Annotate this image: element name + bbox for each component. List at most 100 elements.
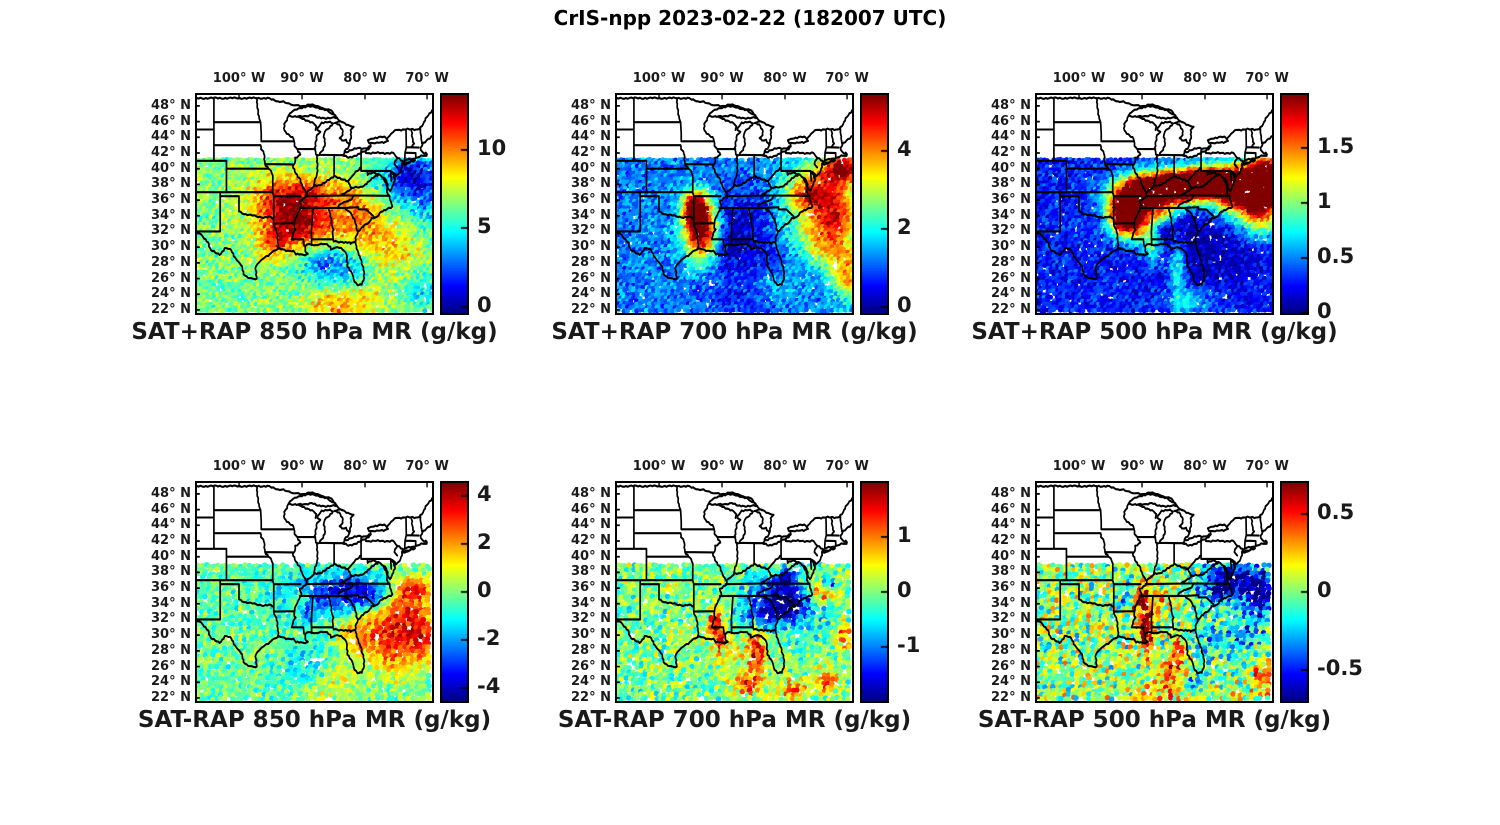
lat-tick-label-sat-minus-rap-850-11: 26° N (151, 658, 191, 674)
colorbar-tick-label-sat-plus-rap-500-0: 1.5 (1317, 133, 1355, 158)
map-borders-path (197, 96, 432, 287)
colorbar-tick-label-sat-minus-rap-700-0: 1 (897, 522, 912, 547)
lat-tick-label-sat-minus-rap-700-13: 22° N (571, 689, 611, 705)
lat-tick-label-sat-plus-rap-850-12: 24° N (151, 286, 191, 302)
lat-tick-label-sat-plus-rap-700-9: 30° N (571, 239, 611, 255)
axis-tick-marks (617, 483, 848, 699)
colorbar-tick-label-sat-plus-rap-850-2: 0 (477, 292, 492, 317)
colorbar-gradient-sat-plus-rap-850 (442, 95, 467, 313)
lat-tick-label-sat-minus-rap-500-12: 24° N (991, 674, 1031, 690)
lat-tick-label-sat-plus-rap-850-6: 36° N (151, 192, 191, 208)
lat-tick-label-sat-minus-rap-500-0: 48° N (991, 485, 1031, 501)
lat-tick-label-sat-minus-rap-500-11: 26° N (991, 658, 1031, 674)
colorbar-tick-label-sat-minus-rap-500-2: -0.5 (1317, 655, 1363, 680)
us-state-borders-map-sat-plus-rap-850 (197, 95, 432, 311)
lat-tick-label-sat-minus-rap-700-4: 40° N (571, 548, 611, 564)
lon-tick-label-sat-minus-rap-700-2: 80° W (763, 459, 807, 474)
lat-tick-label-sat-plus-rap-500-10: 28° N (991, 254, 1031, 270)
lon-tick-label-sat-plus-rap-500-3: 70° W (1245, 71, 1289, 86)
lat-tick-label-sat-plus-rap-850-4: 40° N (151, 160, 191, 176)
lat-tick-label-sat-minus-rap-850-8: 32° N (151, 611, 191, 627)
lat-tick-label-sat-minus-rap-500-2: 44° N (991, 517, 1031, 533)
map-axes-sat-minus-rap-850 (195, 481, 434, 703)
colorbar-gradient-sat-plus-rap-700 (862, 95, 887, 313)
axis-tick-marks (1037, 483, 1268, 699)
lat-tick-label-sat-minus-rap-850-2: 44° N (151, 517, 191, 533)
colorbar-tick-label-sat-plus-rap-500-1: 1 (1317, 188, 1332, 213)
axis-tick-marks (197, 95, 428, 311)
lon-tick-label-sat-minus-rap-500-0: 100° W (1052, 459, 1106, 474)
lon-tick-label-sat-minus-rap-500-1: 90° W (1120, 459, 1164, 474)
lat-tick-label-sat-minus-rap-500-13: 22° N (991, 689, 1031, 705)
lon-tick-label-sat-minus-rap-500-3: 70° W (1245, 459, 1289, 474)
lon-tick-label-sat-minus-rap-700-3: 70° W (825, 459, 869, 474)
lat-tick-label-sat-plus-rap-700-4: 40° N (571, 160, 611, 176)
lat-tick-label-sat-minus-rap-500-5: 38° N (991, 564, 1031, 580)
lat-tick-label-sat-plus-rap-850-10: 28° N (151, 254, 191, 270)
lon-tick-label-sat-minus-rap-500-2: 80° W (1183, 459, 1227, 474)
lat-tick-label-sat-plus-rap-500-7: 34° N (991, 207, 1031, 223)
lat-tick-label-sat-minus-rap-500-4: 40° N (991, 548, 1031, 564)
lat-tick-label-sat-plus-rap-700-6: 36° N (571, 192, 611, 208)
lon-tick-label-sat-plus-rap-850-2: 80° W (343, 71, 387, 86)
lat-tick-label-sat-minus-rap-500-7: 34° N (991, 595, 1031, 611)
lat-tick-label-sat-plus-rap-700-12: 24° N (571, 286, 611, 302)
figure-title: CrIS-npp 2023-02-22 (182007 UTC) (553, 6, 947, 30)
lat-tick-label-sat-minus-rap-700-5: 38° N (571, 564, 611, 580)
lon-tick-label-sat-plus-rap-500-1: 90° W (1120, 71, 1164, 86)
map-borders-path (1037, 96, 1272, 287)
lat-tick-label-sat-plus-rap-500-0: 48° N (991, 97, 1031, 113)
colorbar-tick-label-sat-plus-rap-500-2: 0.5 (1317, 243, 1355, 268)
us-state-borders-map-sat-plus-rap-500 (1037, 95, 1272, 311)
panel-title-sat-minus-rap-700: SAT-RAP 700 hPa MR (g/kg) (557, 707, 912, 733)
lat-tick-label-sat-plus-rap-700-10: 28° N (571, 254, 611, 270)
lat-tick-label-sat-plus-rap-500-12: 24° N (991, 286, 1031, 302)
lat-tick-label-sat-minus-rap-500-9: 30° N (991, 627, 1031, 643)
map-borders-path (197, 484, 432, 675)
panel-title-sat-minus-rap-500: SAT-RAP 500 hPa MR (g/kg) (977, 707, 1332, 733)
lon-tick-label-sat-plus-rap-850-0: 100° W (212, 71, 266, 86)
colorbar-tick-label-sat-minus-rap-500-0: 0.5 (1317, 500, 1355, 525)
lat-tick-label-sat-plus-rap-700-0: 48° N (571, 97, 611, 113)
lat-tick-label-sat-plus-rap-500-2: 44° N (991, 129, 1031, 145)
lat-tick-label-sat-plus-rap-700-7: 34° N (571, 207, 611, 223)
panel-title-sat-plus-rap-500: SAT+RAP 500 hPa MR (g/kg) (971, 319, 1338, 345)
lat-tick-label-sat-minus-rap-850-5: 38° N (151, 564, 191, 580)
panel-title-sat-minus-rap-850: SAT-RAP 850 hPa MR (g/kg) (137, 707, 492, 733)
colorbar-sat-minus-rap-500 (1280, 481, 1309, 703)
lon-tick-label-sat-minus-rap-700-0: 100° W (632, 459, 686, 474)
lat-tick-label-sat-minus-rap-500-3: 42° N (991, 532, 1031, 548)
us-state-borders-map-sat-plus-rap-700 (617, 95, 852, 311)
lat-tick-label-sat-plus-rap-500-3: 42° N (991, 144, 1031, 160)
map-axes-sat-plus-rap-700 (615, 93, 854, 315)
lon-tick-label-sat-plus-rap-700-2: 80° W (763, 71, 807, 86)
lat-tick-label-sat-minus-rap-700-9: 30° N (571, 627, 611, 643)
colorbar-sat-plus-rap-700 (860, 93, 889, 315)
lat-tick-label-sat-plus-rap-700-1: 46° N (571, 113, 611, 129)
us-state-borders-map-sat-minus-rap-500 (1037, 483, 1272, 699)
lat-tick-label-sat-plus-rap-850-1: 46° N (151, 113, 191, 129)
lat-tick-label-sat-plus-rap-850-2: 44° N (151, 129, 191, 145)
lat-tick-label-sat-plus-rap-700-11: 26° N (571, 270, 611, 286)
lat-tick-label-sat-plus-rap-850-0: 48° N (151, 97, 191, 113)
colorbar-tick-label-sat-plus-rap-500-3: 0 (1317, 299, 1332, 323)
lat-tick-label-sat-minus-rap-850-0: 48° N (151, 485, 191, 501)
lat-tick-label-sat-plus-rap-500-9: 30° N (991, 239, 1031, 255)
lat-tick-label-sat-plus-rap-500-13: 22° N (991, 301, 1031, 317)
lon-tick-label-sat-plus-rap-700-1: 90° W (700, 71, 744, 86)
colorbar-tick-label-sat-minus-rap-850-3: -2 (477, 625, 501, 650)
colorbar-tick-label-sat-minus-rap-700-1: 0 (897, 578, 912, 602)
colorbar-tick-label-sat-plus-rap-850-1: 5 (477, 214, 492, 239)
colorbar-tick-label-sat-minus-rap-700-2: -1 (897, 633, 921, 658)
lat-tick-label-sat-minus-rap-850-10: 28° N (151, 642, 191, 658)
lon-tick-label-sat-plus-rap-850-3: 70° W (405, 71, 449, 86)
lat-tick-label-sat-plus-rap-500-1: 46° N (991, 113, 1031, 129)
colorbar-sat-minus-rap-850 (440, 481, 469, 703)
colorbar-tick-label-sat-plus-rap-850-0: 10 (477, 135, 507, 160)
colorbar-gradient-sat-minus-rap-700 (862, 483, 887, 701)
us-state-borders-map-sat-minus-rap-850 (197, 483, 432, 699)
colorbar-gradient-sat-minus-rap-850 (442, 483, 467, 701)
lat-tick-label-sat-minus-rap-500-8: 32° N (991, 611, 1031, 627)
axis-tick-marks (1037, 95, 1268, 311)
